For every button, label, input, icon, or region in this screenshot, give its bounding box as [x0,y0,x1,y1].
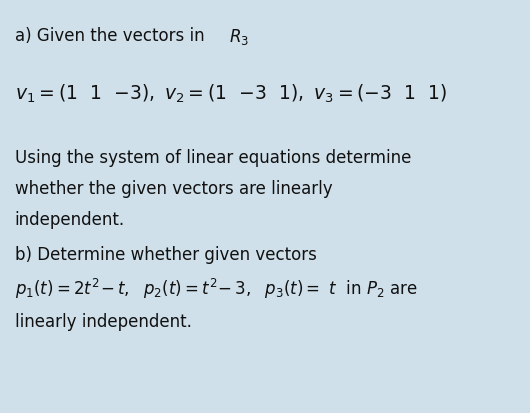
Text: independent.: independent. [15,211,125,228]
Text: $R_3$: $R_3$ [229,27,249,47]
Text: $v_1=(1\ \ 1\ \ {-3}),\ v_2=(1\ \ {-3}\ \ 1),\ v_3=({-3}\ \ 1\ \ 1)$: $v_1=(1\ \ 1\ \ {-3}),\ v_2=(1\ \ {-3}\ … [15,83,447,105]
Text: whether the given vectors are linearly: whether the given vectors are linearly [15,180,332,197]
Text: a) Given the vectors in: a) Given the vectors in [15,27,210,45]
Text: Using the system of linear equations determine: Using the system of linear equations det… [15,149,411,166]
Text: linearly independent.: linearly independent. [15,312,192,330]
Text: $p_1(t)=2t^2\!-t,\ \ p_2(t)=t^2\!-3,\ \ p_3(t)=\ t\ $ in $P_2$ are: $p_1(t)=2t^2\!-t,\ \ p_2(t)=t^2\!-3,\ \ … [15,277,418,301]
Text: b) Determine whether given vectors: b) Determine whether given vectors [15,246,317,263]
